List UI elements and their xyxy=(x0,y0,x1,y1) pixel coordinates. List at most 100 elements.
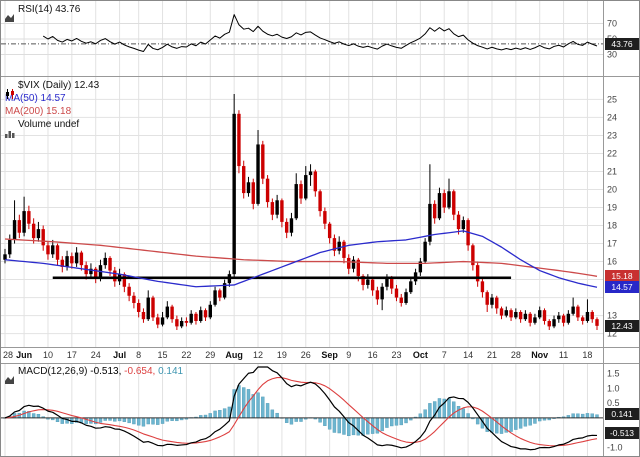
x-axis-label: 11 xyxy=(558,350,569,360)
volume-label: Volume xyxy=(18,119,52,130)
candle-body xyxy=(237,113,241,167)
candle-body xyxy=(514,311,518,318)
symbol-label: $VIX (Daily) xyxy=(18,80,72,91)
x-axis-label: 9 xyxy=(346,350,352,360)
macd-histogram-bar xyxy=(533,417,537,424)
macd-histogram-bar xyxy=(380,417,384,432)
macd-histogram-bar xyxy=(146,417,150,425)
candle-body xyxy=(127,286,131,296)
macd-line xyxy=(4,366,598,451)
macd-hist-badge: 0.141 xyxy=(605,407,639,420)
candle-body xyxy=(308,171,313,176)
price-tick-label: 23 xyxy=(607,130,617,140)
macd-histogram-bar xyxy=(165,417,170,422)
candle-body xyxy=(203,310,208,318)
candle-body xyxy=(461,220,466,230)
candle-body xyxy=(366,279,370,285)
price-tick-label: 17 xyxy=(607,239,617,249)
candle-body xyxy=(132,295,136,303)
candle-body xyxy=(490,297,494,305)
macd-histogram-bar xyxy=(141,417,146,427)
candle-body xyxy=(547,320,551,327)
macd-histogram-bar xyxy=(327,417,332,430)
macd-histogram-bar xyxy=(571,413,575,419)
price-tick-label: 20 xyxy=(607,184,617,194)
macd-histogram-bar xyxy=(113,417,117,422)
macd-histogram-bar xyxy=(270,409,275,419)
candle-body xyxy=(571,306,575,314)
macd-histogram-bar xyxy=(242,387,246,419)
candle-body xyxy=(528,313,532,323)
ma50-value-badge: 14.57 xyxy=(605,281,639,294)
macd-tick-label: 1.0 xyxy=(607,383,620,393)
x-axis-label: 28 xyxy=(2,350,13,360)
price-tick-label: 21 xyxy=(607,166,617,176)
x-axis-label: 19 xyxy=(276,350,287,360)
price-tick-label: 13 xyxy=(607,311,617,321)
macd-histogram-bar xyxy=(390,417,394,427)
candle-body xyxy=(60,259,64,267)
candle-body xyxy=(256,144,260,204)
macd-histogram-bar xyxy=(294,417,298,422)
macd-histogram-bar xyxy=(127,417,131,424)
macd-histogram-bar xyxy=(218,410,222,419)
macd-histogram-bar xyxy=(404,417,408,424)
candle-body xyxy=(251,182,255,204)
macd-histogram-bar xyxy=(399,417,403,426)
candle-body xyxy=(108,257,112,271)
ma50-line xyxy=(4,230,598,288)
macd-histogram-bar xyxy=(332,417,337,433)
candle-body xyxy=(418,261,423,273)
candle-body xyxy=(46,245,50,255)
macd-histogram-bar xyxy=(385,417,389,428)
x-axis: 28 Jun 10 17 24 Jul 8 15 22 29 Aug 12 19 26 Sep 9 16 23 Oc… xyxy=(1,349,639,362)
candle-body xyxy=(385,277,389,287)
rsi-line xyxy=(42,14,598,53)
candle-body xyxy=(380,286,384,300)
macd-histogram-bar xyxy=(98,417,103,423)
candle-body xyxy=(270,202,275,215)
candle-body xyxy=(299,184,303,199)
candle-body xyxy=(442,193,446,208)
x-axis-label: 12 xyxy=(253,350,264,360)
price-tick-label: 16 xyxy=(607,257,617,267)
ma200-legend-row: MA(200) 15.18 xyxy=(5,105,99,118)
candle-body xyxy=(70,256,74,264)
candle-body xyxy=(213,290,217,305)
macd-hist-value: 0.141 xyxy=(158,366,184,377)
candle-body xyxy=(313,171,318,192)
candle-body xyxy=(246,182,251,194)
macd-histogram-bar xyxy=(590,413,594,419)
candle-body xyxy=(423,241,427,262)
candle-body xyxy=(74,252,79,264)
candle-body xyxy=(232,113,236,275)
candle-body xyxy=(175,319,179,327)
candle-body xyxy=(566,313,571,323)
x-axis-label: Jun xyxy=(16,350,33,360)
axis-separator xyxy=(603,348,604,363)
rsi-value-badge: 43.76 xyxy=(605,37,639,50)
candle-body xyxy=(552,319,556,327)
macd-histogram-bar xyxy=(261,396,265,419)
macd-histogram-bar xyxy=(509,417,513,432)
candle-body xyxy=(342,241,346,258)
candle-body xyxy=(136,302,141,312)
macd-histogram-bar xyxy=(299,417,303,422)
macd-histogram-bar xyxy=(576,413,580,419)
candle-body xyxy=(156,317,160,325)
macd-tick-label: -1.0 xyxy=(607,443,623,453)
candle-body xyxy=(165,306,170,318)
candle-body xyxy=(289,218,294,233)
candle-body xyxy=(595,319,599,326)
symbol-legend-row: $VIX (Daily) 12.43 xyxy=(5,79,99,99)
x-axis-label: Aug xyxy=(225,350,243,360)
rsi-value: 43.76 xyxy=(55,4,81,15)
candle-body xyxy=(323,211,327,224)
ma50-legend-row: MA(50) 14.57 xyxy=(5,92,99,105)
macd-histogram-bar xyxy=(337,417,341,434)
macd-histogram-bar xyxy=(289,417,294,425)
macd-histogram-bar xyxy=(361,417,365,436)
volume-value: undef xyxy=(54,119,80,130)
candle-body xyxy=(332,238,337,251)
price-tick-label: 24 xyxy=(607,112,617,122)
